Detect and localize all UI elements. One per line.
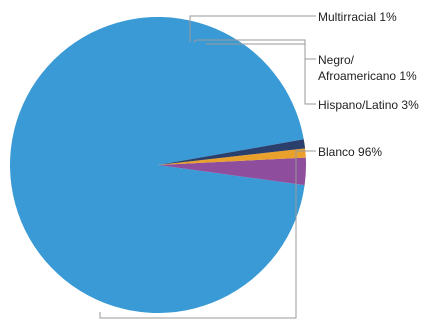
leader-line-hispano bbox=[206, 43, 316, 105]
pie-slice-negro-afroamericano bbox=[158, 148, 306, 165]
pie-slice-hispano-latino bbox=[158, 157, 306, 186]
pie-slice-blanco bbox=[9, 16, 305, 313]
slice-label-blanco: Blanco 96% bbox=[318, 145, 383, 159]
slice-label-negro-afroamericano: Negro/ Afroamericano 1% bbox=[318, 52, 417, 84]
slice-label-multirracial: Multirracial 1% bbox=[318, 10, 397, 24]
leader-line-blanco bbox=[99, 150, 316, 319]
leader-line-negro bbox=[193, 39, 316, 60]
pie-slices bbox=[9, 16, 306, 313]
leader-line-multirracial bbox=[189, 15, 316, 42]
slice-label-negro-line-2: Afroamericano 1% bbox=[318, 69, 417, 83]
slice-label-hispano-latino: Hispano/Latino 3% bbox=[318, 98, 419, 112]
slice-label-negro-line-1: Negro/ bbox=[318, 53, 355, 67]
pie-slice-multirracial bbox=[158, 139, 306, 165]
leader-lines bbox=[99, 15, 316, 319]
